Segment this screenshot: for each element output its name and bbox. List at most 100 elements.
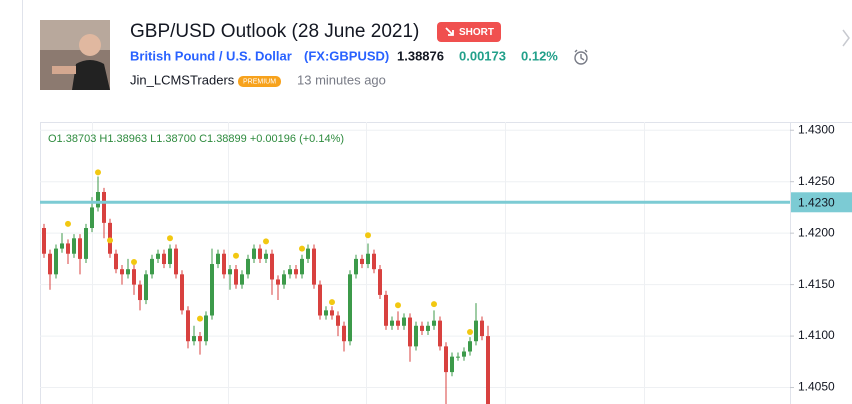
candle-body — [402, 317, 406, 326]
candle-body — [426, 325, 430, 331]
candle-body — [420, 325, 424, 331]
y-tick-label: 1.4100 — [798, 328, 835, 342]
signal-dot — [431, 301, 437, 308]
candle-body — [396, 320, 400, 326]
candle-body — [348, 274, 352, 342]
candle-body — [312, 248, 316, 285]
candle-body — [330, 310, 334, 316]
candle-body — [258, 248, 262, 259]
candle-body — [186, 310, 190, 342]
signal-dot — [95, 169, 101, 176]
candle-body — [168, 248, 172, 265]
candle-body — [462, 351, 466, 357]
candle-body — [72, 238, 76, 254]
badge-text: SHORT — [459, 27, 494, 38]
candle-body — [414, 325, 418, 347]
signal-dot — [365, 232, 371, 239]
premium-badge: PREMIUM — [238, 76, 281, 87]
candle-body — [450, 356, 454, 373]
signal-dot — [197, 315, 203, 322]
y-tick-label: 1.4050 — [798, 380, 835, 394]
candle-body — [102, 191, 106, 223]
candle-body — [216, 253, 220, 265]
candle-body — [132, 269, 136, 285]
time-ago: 13 minutes ago — [297, 72, 386, 87]
alert-icon[interactable] — [574, 49, 588, 65]
chart-frame — [40, 122, 852, 404]
candle-body — [144, 274, 148, 301]
ohlc-legend: O1.38703 H1.38963 L1.38700 C1.38899 +0.0… — [48, 133, 344, 145]
candle-body — [324, 310, 328, 316]
candle-body — [384, 294, 388, 326]
candle-body — [210, 264, 214, 316]
signal-dot — [167, 235, 173, 242]
short-arrow — [445, 27, 454, 36]
candle-body — [468, 341, 472, 352]
price-change-percent: 0.12% — [521, 48, 558, 63]
badge-bg — [437, 22, 501, 42]
candle-body — [456, 356, 460, 358]
signal-dot — [65, 220, 71, 227]
candle-body — [126, 269, 130, 275]
candle-body — [408, 317, 412, 347]
candle-body — [432, 320, 436, 326]
candle-body — [222, 253, 226, 275]
avatar — [40, 20, 110, 90]
symbol[interactable]: (FX:GBPUSD) — [304, 48, 389, 63]
candle-body — [150, 258, 154, 275]
candle-body — [48, 253, 52, 275]
candle-body — [438, 320, 442, 347]
signal-dot — [131, 258, 137, 265]
candle-body — [90, 207, 94, 229]
candle-body — [54, 248, 58, 275]
signal-dot — [299, 245, 305, 252]
candle-body — [288, 269, 292, 275]
next-chevron[interactable] — [842, 29, 850, 47]
price-change: 0.00173 — [459, 48, 506, 63]
candle-body — [282, 274, 286, 285]
candle-body — [156, 253, 160, 259]
candle-body — [318, 284, 322, 316]
candle-body — [342, 325, 346, 342]
candle-body — [300, 258, 304, 275]
y-tick-label: 1.4200 — [798, 225, 835, 239]
candle-body — [228, 269, 232, 275]
candle-body — [192, 336, 196, 342]
candle-body — [366, 253, 370, 265]
signal-dot — [467, 328, 473, 335]
candle-body — [264, 253, 268, 259]
signal-dot — [263, 238, 269, 245]
candle-body — [354, 258, 358, 275]
candle-body — [480, 320, 484, 337]
instrument-name[interactable]: British Pound / U.S. Dollar — [130, 48, 292, 63]
candle-body — [474, 320, 478, 342]
y-tick-label: 1.4250 — [798, 174, 835, 188]
candle-body — [162, 253, 166, 265]
candle-body — [336, 315, 340, 326]
candle-body — [120, 269, 124, 275]
candle-body — [204, 315, 208, 342]
candle-body — [486, 336, 490, 404]
candle-body — [294, 269, 298, 275]
signal-dot — [107, 237, 113, 244]
candle-body — [378, 269, 382, 295]
candle-body — [60, 243, 64, 249]
signal-dot — [233, 252, 239, 259]
candle-body — [84, 228, 88, 259]
vertical-grid — [92, 122, 645, 404]
author[interactable]: Jin_LCMSTraders — [130, 72, 235, 87]
candle-body — [306, 248, 310, 259]
candle-body — [66, 243, 70, 254]
candle-body — [360, 258, 364, 265]
candle-body — [240, 274, 244, 285]
candle-body — [246, 258, 250, 275]
candle-body — [180, 274, 184, 311]
candle-body — [174, 248, 178, 275]
candle-body — [276, 279, 280, 285]
candle-body — [78, 238, 82, 259]
candle-body — [138, 284, 142, 301]
premium-bg — [238, 76, 281, 87]
short-badge[interactable]: SHORT — [437, 22, 501, 42]
price: 1.38876 — [397, 48, 444, 63]
